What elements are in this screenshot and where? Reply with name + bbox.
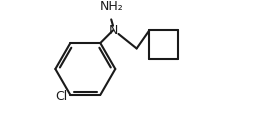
Text: N: N	[108, 24, 118, 37]
Text: NH₂: NH₂	[99, 0, 123, 13]
Text: Cl: Cl	[55, 90, 68, 103]
